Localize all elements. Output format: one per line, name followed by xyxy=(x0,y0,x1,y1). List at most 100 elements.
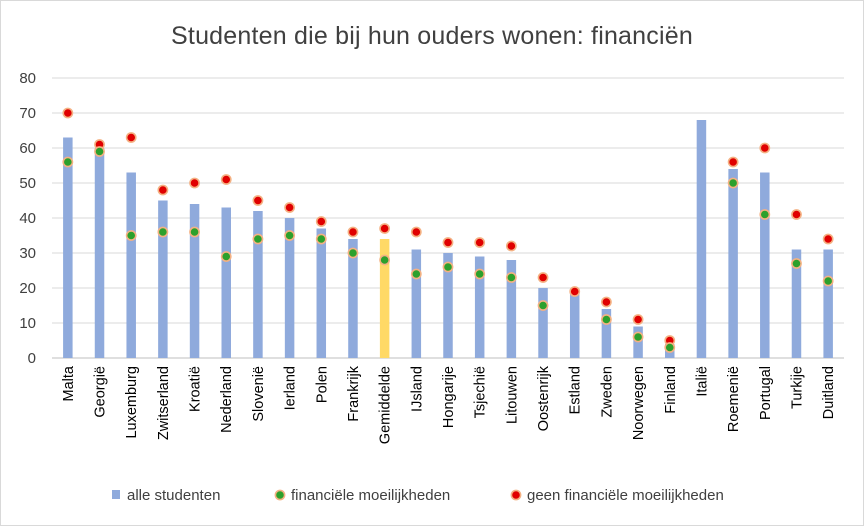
point-financiele-moeilijkheden xyxy=(442,261,454,273)
point-financiele-moeilijkheden xyxy=(379,254,391,266)
point-financiele-moeilijkheden xyxy=(601,314,612,325)
category-label: Polen xyxy=(314,366,330,403)
point-geen-financiele-moeilijkheden xyxy=(157,184,169,196)
category-label: Oostenrijk xyxy=(536,365,552,431)
category-label: Noorwegen xyxy=(631,366,647,440)
bar xyxy=(348,239,358,358)
category-label: Zweden xyxy=(599,366,615,418)
point-financiele-moeilijkheden xyxy=(252,233,264,245)
point-financiele-moeilijkheden xyxy=(347,247,359,259)
point-geen-financiele-moeilijkheden xyxy=(252,195,264,206)
point-geen-financiele-moeilijkheden xyxy=(474,237,486,248)
y-tick-label: 80 xyxy=(19,70,36,87)
point-financiele-moeilijkheden xyxy=(474,268,486,280)
point-geen-financiele-moeilijkheden xyxy=(284,202,295,213)
point-geen-financiele-moeilijkheden xyxy=(791,209,802,220)
point-geen-financiele-moeilijkheden xyxy=(62,107,74,119)
category-label: Luxemburg xyxy=(124,366,140,439)
category-label: Georgië xyxy=(93,366,109,418)
bar xyxy=(443,253,453,358)
point-geen-financiele-moeilijkheden xyxy=(537,272,549,283)
point-geen-financiele-moeilijkheden xyxy=(759,142,771,154)
point-geen-financiele-moeilijkheden xyxy=(569,286,581,297)
legend-swatch-point xyxy=(510,489,522,501)
legend-label: alle studenten xyxy=(127,487,220,504)
point-geen-financiele-moeilijkheden xyxy=(220,174,232,185)
bar xyxy=(126,172,136,358)
category-label: Slovenië xyxy=(251,366,267,422)
point-geen-financiele-moeilijkheden xyxy=(601,296,612,308)
point-financiele-moeilijkheden xyxy=(157,226,169,238)
category-label: Duitland xyxy=(821,366,837,419)
point-financiele-moeilijkheden xyxy=(537,300,549,311)
point-financiele-moeilijkheden xyxy=(505,272,517,283)
category-label: Nederland xyxy=(219,366,235,433)
point-geen-financiele-moeilijkheden xyxy=(727,156,739,168)
point-financiele-moeilijkheden xyxy=(189,226,200,238)
bar xyxy=(791,249,802,358)
bar xyxy=(189,204,200,358)
y-tick-label: 60 xyxy=(19,140,36,157)
y-tick-label: 10 xyxy=(19,315,36,332)
bar xyxy=(221,207,231,358)
y-tick-label: 30 xyxy=(19,245,36,262)
bar xyxy=(94,148,105,358)
point-financiele-moeilijkheden xyxy=(822,275,834,287)
bar xyxy=(823,249,833,358)
legend-label: geen financiële moeilijkheden xyxy=(527,487,724,504)
bar xyxy=(253,211,263,358)
y-tick-label: 20 xyxy=(19,280,36,297)
category-label: Italië xyxy=(694,366,710,397)
point-financiele-moeilijkheden xyxy=(62,156,74,168)
point-financiele-moeilijkheden xyxy=(94,146,105,157)
category-label: Malta xyxy=(61,365,77,401)
point-financiele-moeilijkheden xyxy=(759,209,771,220)
point-geen-financiele-moeilijkheden xyxy=(442,237,454,248)
legend-label: financiële moeilijkheden xyxy=(291,487,450,504)
bar xyxy=(569,291,580,358)
category-label: Zwitserland xyxy=(156,366,172,440)
chart-title: Studenten die bij hun ouders wonen: fina… xyxy=(171,22,693,50)
legend-swatch-bar xyxy=(112,490,120,499)
legend-swatch-point xyxy=(274,489,286,501)
bar xyxy=(601,309,612,358)
bar xyxy=(284,218,295,358)
point-financiele-moeilijkheden xyxy=(727,177,739,189)
category-label: Ierland xyxy=(283,366,299,410)
category-label: Roemenië xyxy=(726,366,742,432)
bar xyxy=(158,200,168,358)
bar xyxy=(760,172,770,358)
point-financiele-moeilijkheden xyxy=(125,230,137,241)
y-tick-label: 0 xyxy=(28,350,36,367)
point-geen-financiele-moeilijkheden xyxy=(410,226,422,238)
category-label: Turkije xyxy=(789,366,805,409)
category-label: IJsland xyxy=(409,366,425,412)
category-label: Portugal xyxy=(758,366,774,420)
point-financiele-moeilijkheden xyxy=(791,258,802,269)
point-geen-financiele-moeilijkheden xyxy=(347,226,359,238)
y-tick-label: 40 xyxy=(19,210,36,227)
category-label: Kroatië xyxy=(188,366,204,412)
bar xyxy=(411,249,422,358)
point-financiele-moeilijkheden xyxy=(220,251,232,262)
point-financiele-moeilijkheden xyxy=(410,268,422,280)
point-financiele-moeilijkheden xyxy=(632,331,644,343)
point-financiele-moeilijkheden xyxy=(284,230,295,241)
category-label: Estland xyxy=(568,366,584,414)
point-geen-financiele-moeilijkheden xyxy=(125,132,137,143)
bar xyxy=(316,228,327,358)
y-axis-ticks: 0 10 20 30 40 50 60 70 80 xyxy=(19,70,36,367)
bar xyxy=(474,256,485,358)
bar xyxy=(728,169,738,358)
bar xyxy=(696,120,707,358)
point-geen-financiele-moeilijkheden xyxy=(505,240,517,252)
point-financiele-moeilijkheden xyxy=(664,342,676,353)
point-geen-financiele-moeilijkheden xyxy=(315,216,327,227)
category-label: Gemiddelde xyxy=(378,366,394,444)
category-label: Tsjechië xyxy=(473,366,489,418)
category-label: Hongarije xyxy=(441,366,457,428)
category-label: Finland xyxy=(663,366,679,414)
bar xyxy=(506,260,517,358)
